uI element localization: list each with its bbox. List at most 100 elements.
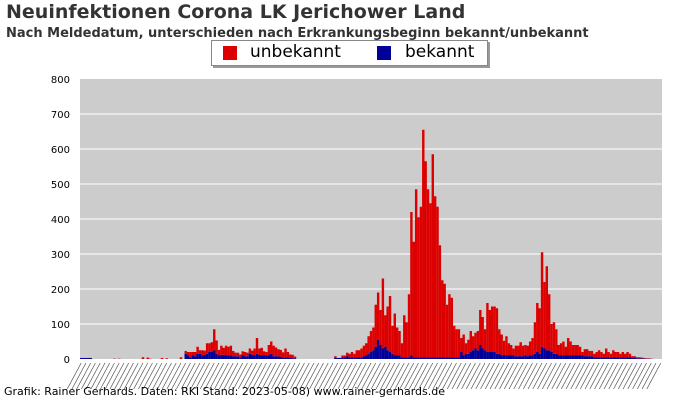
bar-unbekannt: [422, 129, 425, 358]
bar-unbekannt: [372, 327, 375, 351]
x-tick-label: [404, 362, 419, 390]
bar-bekannt: [524, 355, 527, 359]
x-tick-label: [594, 362, 609, 390]
bar-unbekannt: [251, 350, 254, 355]
bar-unbekannt: [474, 332, 477, 349]
x-tick-label: [347, 362, 362, 390]
bar-unbekannt: [208, 343, 211, 352]
bar-bekannt: [241, 355, 244, 359]
bar-unbekannt: [412, 241, 415, 358]
x-tick-label: [408, 362, 424, 390]
bar-unbekannt: [417, 217, 420, 358]
bar-bekannt: [384, 346, 387, 359]
x-tick-label: [627, 362, 643, 390]
bar-bekannt: [369, 352, 373, 359]
bar-bekannt: [502, 354, 506, 359]
bar-bekannt: [604, 357, 608, 359]
bar-unbekannt: [607, 352, 610, 358]
bar-bekannt: [334, 357, 337, 359]
bar-unbekannt: [391, 325, 394, 354]
bar-unbekannt: [550, 324, 553, 352]
bar-bekannt: [381, 348, 385, 359]
x-tick-label: [252, 362, 267, 390]
bar-bekannt: [526, 356, 530, 359]
bar-bekannt: [438, 357, 442, 359]
bar-unbekannt: [462, 334, 465, 356]
bar-unbekannt: [388, 296, 392, 352]
bar-bekannt: [246, 356, 249, 359]
y-tick-label: 200: [51, 285, 70, 296]
bar-unbekannt: [526, 345, 530, 357]
x-tick-label: [456, 362, 472, 390]
bar-unbekannt: [581, 352, 584, 356]
bar-unbekannt: [538, 308, 541, 354]
x-tick-label: [375, 362, 391, 390]
bar-unbekannt: [362, 345, 366, 357]
bar-unbekannt: [452, 325, 456, 358]
bar-bekannt: [80, 357, 83, 359]
x-tick-label: [104, 362, 120, 390]
bar-bekannt: [403, 357, 406, 359]
x-tick-label: [446, 362, 462, 390]
x-tick-label: [613, 362, 628, 390]
bar-unbekannt: [493, 306, 496, 352]
x-tick-label: [518, 362, 533, 390]
bar-unbekannt: [557, 345, 560, 356]
bar-unbekannt: [376, 292, 380, 340]
x-tick-label: [499, 362, 514, 390]
bar-unbekannt: [609, 353, 613, 358]
bar-bekannt: [191, 355, 195, 359]
x-tick-label: [138, 362, 153, 390]
x-tick-label: [598, 362, 614, 390]
bar-bekannt: [445, 357, 449, 359]
bar-unbekannt: [543, 282, 546, 349]
x-tick-label: [176, 362, 191, 390]
bar-unbekannt: [460, 338, 463, 352]
x-tick-label: [128, 362, 144, 390]
bar-unbekannt: [381, 278, 385, 349]
gridlines: [80, 113, 662, 325]
x-tick-label: [81, 362, 96, 390]
bar-bekannt: [635, 358, 639, 359]
bar-unbekannt: [602, 353, 606, 358]
x-tick-label: [76, 362, 91, 390]
x-tick-label: [180, 362, 196, 390]
bar-bekannt: [346, 356, 349, 359]
bar-bekannt: [585, 356, 589, 359]
y-tick-label: 0: [64, 355, 70, 366]
x-tick-label: [503, 362, 519, 390]
bar-bekannt: [493, 352, 496, 359]
bar-unbekannt: [213, 329, 216, 351]
x-tick-label: [584, 362, 600, 390]
y-axis: 0 100 200 300 400 500 600 700 800: [51, 75, 70, 366]
bar-unbekannt: [236, 352, 240, 357]
x-tick-label: [157, 362, 172, 390]
x-tick-label: [527, 362, 543, 390]
bar-unbekannt: [424, 161, 427, 358]
bar-bekannt: [467, 353, 470, 359]
bar-unbekannt: [445, 304, 449, 358]
x-tick-label: [114, 362, 130, 390]
bar-unbekannt: [353, 353, 356, 358]
bar-unbekannt: [616, 352, 620, 358]
bar-unbekannt: [369, 331, 373, 352]
footer-credit: Grafik: Rainer Gerhards. Daten: RKI Stan…: [4, 385, 445, 398]
bar-bekannt: [500, 355, 503, 359]
bar-bekannt: [462, 355, 465, 359]
bar-unbekannt: [512, 348, 515, 356]
bar-bekannt: [531, 355, 534, 359]
bar-unbekannt: [471, 336, 475, 351]
x-tick-label: [337, 362, 353, 390]
bar-unbekannt: [284, 348, 287, 358]
bar-bekannt: [452, 357, 456, 359]
bar-unbekannt: [281, 352, 285, 358]
bar-unbekannt: [217, 349, 221, 356]
x-tick-label: [608, 362, 624, 390]
legend-label-bekannt: bekannt: [405, 42, 475, 62]
bar-unbekannt: [348, 353, 351, 358]
bar-bekannt: [374, 346, 377, 359]
legend-swatch-bekannt: [377, 46, 391, 60]
x-tick-label: [261, 362, 277, 390]
x-tick-label: [522, 362, 538, 390]
bar-bekannt: [441, 357, 444, 359]
